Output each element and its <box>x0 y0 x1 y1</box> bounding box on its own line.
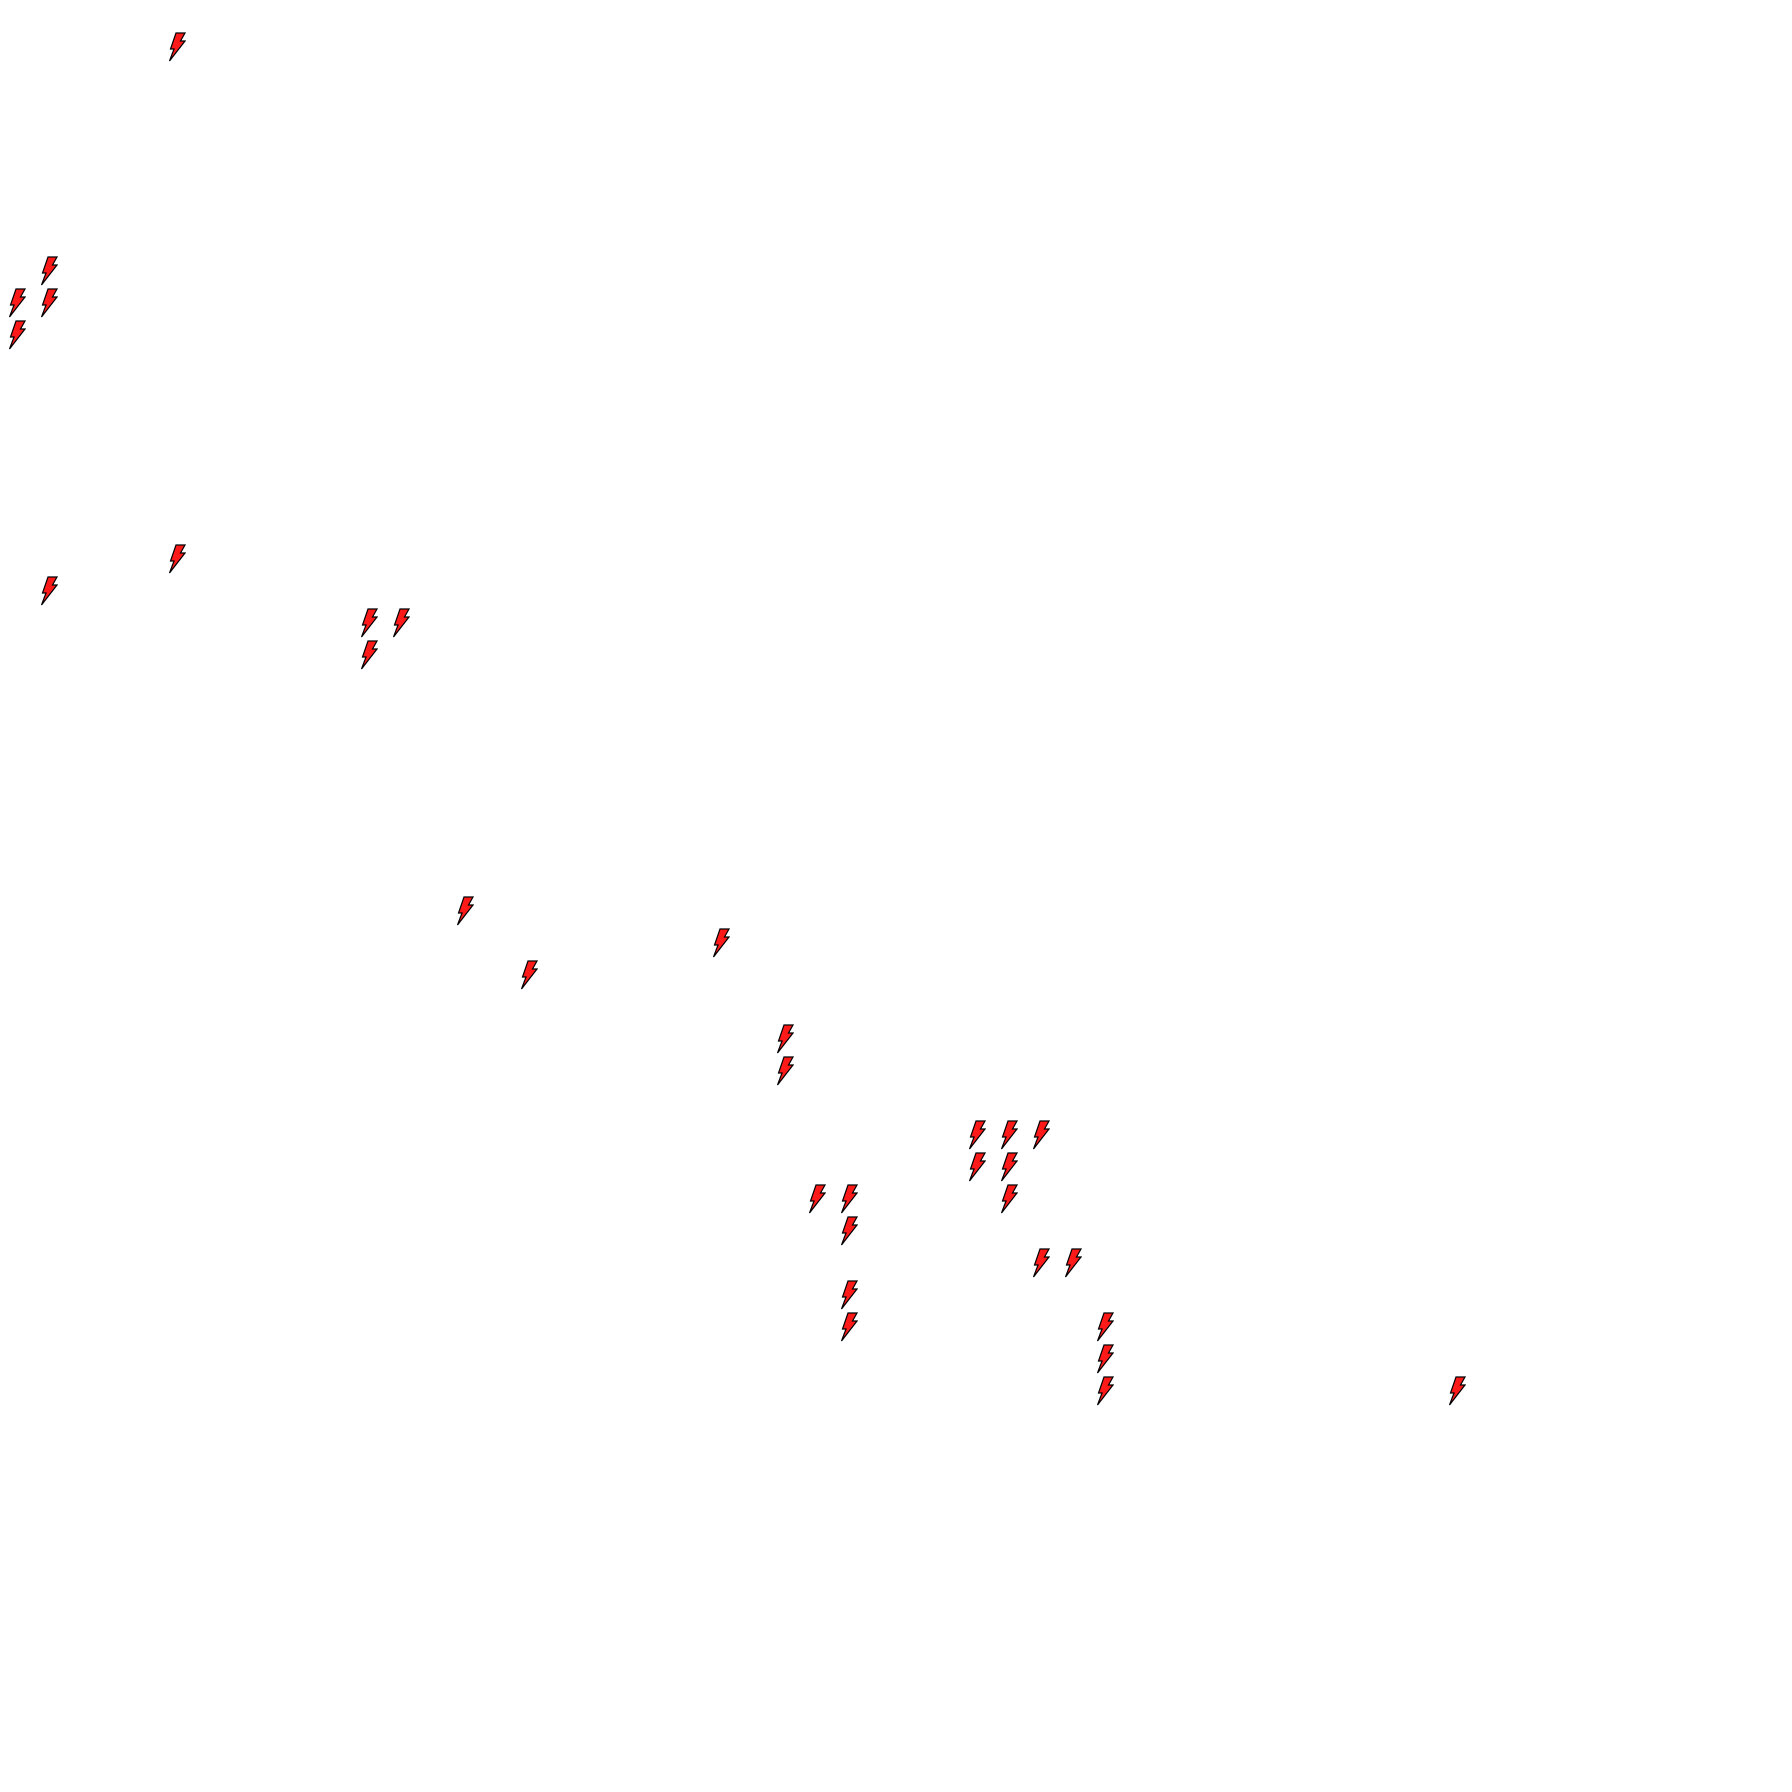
map-marker[interactable] <box>1096 1344 1114 1374</box>
lightning-bolt-icon <box>1448 1376 1466 1406</box>
map-marker[interactable] <box>1000 1120 1018 1150</box>
lightning-bolt-icon <box>168 544 186 574</box>
map-marker[interactable] <box>40 576 58 606</box>
lightning-bolt-icon <box>840 1280 858 1310</box>
map-marker[interactable] <box>712 928 730 958</box>
map-marker[interactable] <box>1096 1312 1114 1342</box>
map-marker[interactable] <box>1096 1376 1114 1406</box>
map-marker[interactable] <box>776 1024 794 1054</box>
map-marker[interactable] <box>1448 1376 1466 1406</box>
map-marker[interactable] <box>360 640 378 670</box>
map-marker[interactable] <box>456 896 474 926</box>
map-marker[interactable] <box>1032 1248 1050 1278</box>
lightning-bolt-icon <box>1000 1184 1018 1214</box>
map-marker[interactable] <box>1000 1152 1018 1182</box>
map-marker[interactable] <box>392 608 410 638</box>
lightning-bolt-icon <box>776 1024 794 1054</box>
map-marker[interactable] <box>1064 1248 1082 1278</box>
lightning-bolt-icon <box>520 960 538 990</box>
lightning-bolt-icon <box>8 320 26 350</box>
lightning-bolt-icon <box>40 288 58 318</box>
map-marker[interactable] <box>1000 1184 1018 1214</box>
map-marker[interactable] <box>168 32 186 62</box>
lightning-bolt-icon <box>40 576 58 606</box>
map-marker[interactable] <box>8 288 26 318</box>
lightning-bolt-icon <box>776 1056 794 1086</box>
lightning-bolt-icon <box>968 1152 986 1182</box>
lightning-bolt-icon <box>1064 1248 1082 1278</box>
lightning-bolt-icon <box>456 896 474 926</box>
lightning-bolt-icon <box>712 928 730 958</box>
lightning-bolt-icon <box>1000 1120 1018 1150</box>
map-marker[interactable] <box>8 320 26 350</box>
map-marker[interactable] <box>360 608 378 638</box>
map-marker[interactable] <box>968 1120 986 1150</box>
lightning-bolt-icon <box>968 1120 986 1150</box>
lightning-bolt-icon <box>1000 1152 1018 1182</box>
map-marker[interactable] <box>776 1056 794 1086</box>
lightning-bolt-icon <box>1032 1120 1050 1150</box>
map-marker[interactable] <box>840 1184 858 1214</box>
map-marker[interactable] <box>968 1152 986 1182</box>
map-marker[interactable] <box>40 288 58 318</box>
lightning-bolt-icon <box>1096 1344 1114 1374</box>
lightning-bolt-icon <box>1096 1376 1114 1406</box>
lightning-bolt-icon <box>1096 1312 1114 1342</box>
map-marker[interactable] <box>168 544 186 574</box>
map-marker[interactable] <box>520 960 538 990</box>
lightning-bolt-icon <box>840 1312 858 1342</box>
lightning-bolt-icon <box>8 288 26 318</box>
lightning-bolt-icon <box>168 32 186 62</box>
lightning-bolt-icon <box>808 1184 826 1214</box>
map-marker[interactable] <box>840 1280 858 1310</box>
lightning-bolt-icon <box>840 1216 858 1246</box>
lightning-bolt-icon <box>840 1184 858 1214</box>
map-marker[interactable] <box>840 1216 858 1246</box>
lightning-bolt-icon <box>40 256 58 286</box>
lightning-bolt-icon <box>360 608 378 638</box>
map-marker[interactable] <box>808 1184 826 1214</box>
lightning-bolt-icon <box>360 640 378 670</box>
lightning-bolt-icon <box>1032 1248 1050 1278</box>
map-marker[interactable] <box>1032 1120 1050 1150</box>
map-marker[interactable] <box>40 256 58 286</box>
map-marker[interactable] <box>840 1312 858 1342</box>
lightning-bolt-icon <box>392 608 410 638</box>
